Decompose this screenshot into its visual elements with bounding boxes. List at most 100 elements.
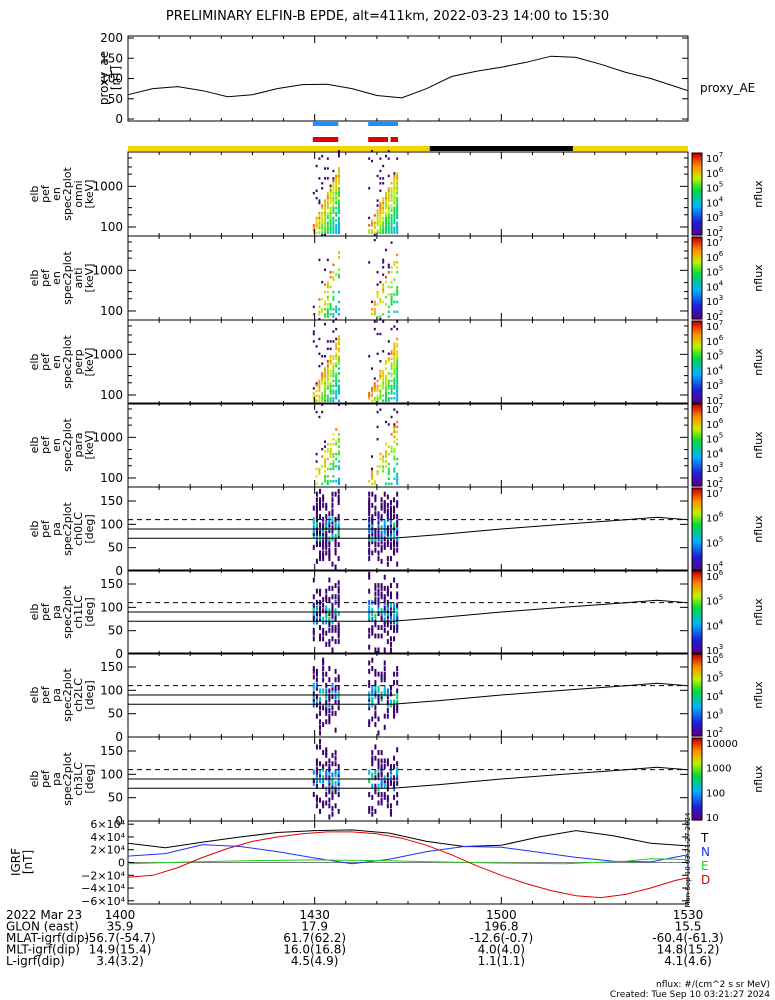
spectrogram-pixel bbox=[324, 290, 326, 294]
colorbar-cell bbox=[692, 469, 702, 473]
spectrogram-pixel bbox=[387, 199, 390, 202]
spectrogram-pixel bbox=[332, 480, 335, 483]
igrf-ytick-label: 0 bbox=[118, 857, 125, 870]
spectrogram-pixel bbox=[379, 231, 382, 234]
colorbar-cell bbox=[692, 296, 702, 300]
spectrogram-pixel bbox=[331, 516, 334, 522]
spectrogram-pixel bbox=[332, 460, 335, 463]
spectrogram-pixel bbox=[329, 313, 332, 316]
spectrogram-pixel bbox=[338, 169, 340, 173]
colorbar-tick-label: 103 bbox=[706, 461, 723, 475]
spectrogram-pixel bbox=[382, 261, 385, 264]
colorbar-cell bbox=[692, 185, 702, 189]
spectrogram-pixel bbox=[396, 199, 399, 202]
spectrogram-pixel bbox=[335, 305, 338, 309]
spectrogram-pixel bbox=[386, 588, 389, 594]
spectrogram-pixel bbox=[318, 199, 321, 202]
ephemeris-value: 16.0(16.8) bbox=[283, 943, 346, 957]
colorbar-cell bbox=[692, 329, 702, 332]
spectrogram-pixel bbox=[338, 221, 340, 225]
spectrogram-pixel bbox=[376, 387, 379, 390]
spectrogram-pixel bbox=[371, 666, 374, 672]
spectrogram-pixel bbox=[324, 369, 326, 373]
spectrogram-pixel bbox=[332, 290, 335, 294]
spectrogram-pixel bbox=[325, 772, 328, 778]
spectrogram-pixel bbox=[325, 605, 328, 611]
spectrogram-pixel bbox=[386, 516, 389, 522]
colorbar-cell bbox=[692, 392, 702, 396]
spectrogram-pixel bbox=[383, 627, 386, 633]
spectrogram-pixel bbox=[329, 192, 332, 195]
panel-ylabel-line: spec2plot bbox=[61, 167, 74, 221]
spectrogram-pixel bbox=[393, 350, 396, 353]
spectrogram-pixel bbox=[326, 443, 329, 446]
spectrogram-pixel bbox=[390, 280, 393, 284]
spectrogram-pixel bbox=[371, 688, 374, 694]
colorbar-cell bbox=[692, 241, 702, 244]
spectrogram-pixel bbox=[319, 705, 322, 711]
spectrogram-pixel bbox=[335, 310, 338, 313]
spectrogram-pixel bbox=[396, 293, 399, 296]
spectrogram-pixel bbox=[389, 508, 392, 514]
spectrogram-pixel bbox=[379, 216, 382, 220]
spectrogram-pixel bbox=[382, 226, 385, 229]
spectrogram-pixel bbox=[371, 625, 374, 631]
spectrogram-pixel bbox=[393, 608, 396, 614]
spectrogram-pixel bbox=[325, 702, 328, 708]
spectrogram-pixel bbox=[332, 340, 335, 343]
spectrogram-pixel bbox=[337, 792, 340, 798]
spectrogram-pixel bbox=[331, 682, 334, 688]
spectrogram-pixel bbox=[383, 764, 386, 770]
spectrogram-pixel bbox=[319, 633, 322, 639]
spectrogram-pixel bbox=[368, 392, 371, 395]
spectrogram-pixel bbox=[382, 320, 385, 323]
spectrogram-pixel bbox=[390, 194, 393, 197]
spectrogram-pixel bbox=[335, 318, 338, 321]
spectrogram-pixel bbox=[382, 470, 385, 473]
spectrogram-pixel bbox=[382, 313, 385, 316]
energy-spectrogram-0 bbox=[312, 150, 399, 234]
spectrogram-pixel bbox=[338, 189, 340, 192]
loss-cone-line bbox=[128, 766, 689, 789]
spectrogram-pixel bbox=[326, 285, 329, 289]
spectrogram-pixel bbox=[328, 786, 331, 792]
spectrogram-pixel bbox=[328, 764, 331, 770]
spectrogram-pixel bbox=[318, 310, 321, 313]
colorbar-cell bbox=[692, 549, 702, 553]
spectrogram-pixel bbox=[377, 766, 380, 772]
colorbar-tick-label: 100 bbox=[706, 788, 725, 799]
spectrogram-pixel bbox=[384, 482, 387, 485]
spectrogram-pixel bbox=[373, 238, 376, 242]
colorbar-cell bbox=[692, 516, 702, 520]
colorbar-cell bbox=[692, 656, 702, 659]
spectrogram-pixel bbox=[319, 730, 322, 736]
spectrogram-pixel bbox=[393, 360, 396, 363]
colorbar-cell bbox=[692, 426, 702, 430]
spectrogram-pixel bbox=[335, 342, 338, 346]
spectrogram-pixel bbox=[321, 392, 324, 395]
pitch-ytick-label: 50 bbox=[108, 791, 123, 805]
spectrogram-pixel bbox=[396, 583, 399, 589]
spectrogram-pixel bbox=[384, 399, 387, 402]
spectrogram-pixel bbox=[324, 199, 326, 202]
colorbar-cell bbox=[692, 727, 702, 731]
ephemeris-value: -56.7(-54.7) bbox=[84, 931, 155, 945]
spectrogram-pixel bbox=[370, 394, 373, 397]
colorbar-tick-label: 105 bbox=[706, 594, 723, 608]
energy-panel-frame bbox=[127, 319, 689, 405]
colorbar-cell bbox=[692, 729, 702, 733]
colorbar-cell bbox=[692, 703, 702, 706]
spectrogram-pixel bbox=[332, 231, 335, 234]
colorbar-cell bbox=[692, 654, 702, 657]
spectrogram-pixel bbox=[312, 699, 315, 705]
spectrogram-pixel bbox=[368, 556, 371, 562]
spectrogram-pixel bbox=[329, 347, 332, 351]
spectrogram-pixel bbox=[337, 694, 340, 700]
spectrogram-pixel bbox=[322, 553, 325, 559]
spectrogram-pixel bbox=[326, 347, 329, 351]
spectrogram-pixel bbox=[382, 258, 385, 262]
spectrogram-pixel bbox=[326, 201, 329, 205]
spectrogram-pixel bbox=[393, 470, 396, 473]
spectrogram-pixel bbox=[331, 497, 334, 503]
spectrogram-pixel bbox=[390, 352, 393, 355]
